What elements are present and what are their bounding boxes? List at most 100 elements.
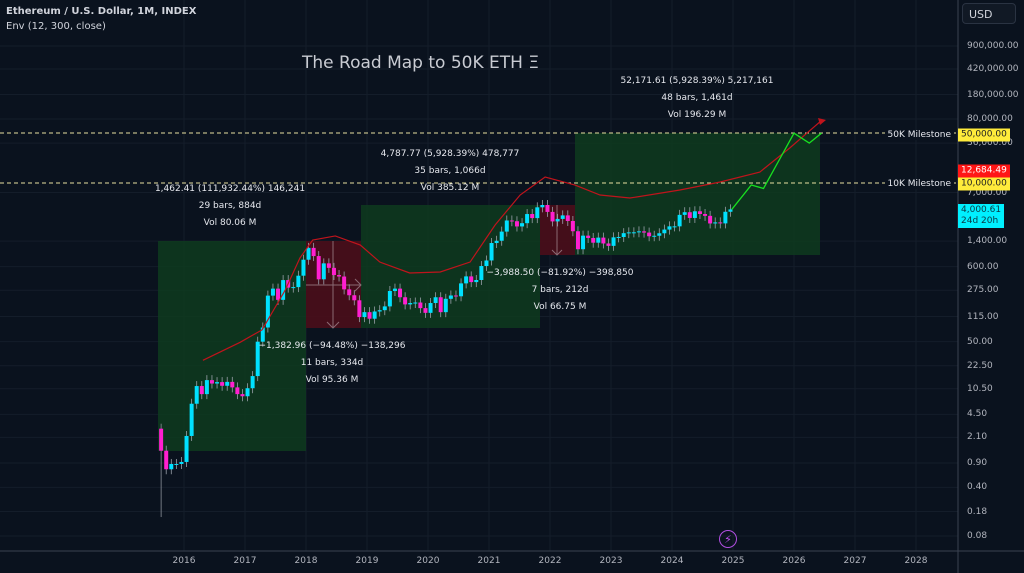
- candle[interactable]: [621, 233, 626, 237]
- candle[interactable]: [514, 221, 519, 227]
- candle[interactable]: [194, 386, 199, 404]
- candle[interactable]: [504, 220, 509, 232]
- candle[interactable]: [443, 298, 448, 313]
- candle[interactable]: [616, 236, 621, 238]
- currency-button[interactable]: USD: [962, 3, 1016, 24]
- candle[interactable]: [418, 302, 423, 309]
- candle[interactable]: [281, 280, 286, 300]
- candle[interactable]: [230, 381, 235, 388]
- candle[interactable]: [545, 205, 550, 212]
- candle[interactable]: [387, 291, 392, 307]
- candle[interactable]: [382, 306, 387, 311]
- candle[interactable]: [306, 247, 311, 260]
- projection-line[interactable]: [731, 132, 822, 210]
- candle[interactable]: [220, 382, 225, 386]
- candle[interactable]: [291, 287, 296, 289]
- candle[interactable]: [586, 235, 591, 238]
- candle[interactable]: [555, 218, 560, 222]
- symbol-title[interactable]: Ethereum / U.S. Dollar, 1M, INDEX: [6, 6, 197, 17]
- candle[interactable]: [296, 275, 301, 288]
- candle[interactable]: [428, 303, 433, 313]
- candle[interactable]: [682, 212, 687, 215]
- candle[interactable]: [357, 300, 362, 318]
- candle[interactable]: [352, 295, 357, 301]
- candle[interactable]: [611, 237, 616, 246]
- candle[interactable]: [413, 302, 418, 304]
- candle[interactable]: [250, 376, 255, 389]
- candle[interactable]: [225, 381, 230, 386]
- candle[interactable]: [377, 310, 382, 312]
- candle[interactable]: [489, 243, 494, 261]
- candle[interactable]: [530, 214, 535, 219]
- candle[interactable]: [667, 226, 672, 230]
- candle[interactable]: [199, 386, 204, 395]
- candle[interactable]: [718, 222, 723, 224]
- candle[interactable]: [708, 215, 713, 224]
- candle[interactable]: [509, 220, 514, 222]
- candle[interactable]: [642, 231, 647, 233]
- candle[interactable]: [337, 275, 342, 277]
- candle[interactable]: [636, 231, 641, 233]
- candle[interactable]: [474, 279, 479, 283]
- candle[interactable]: [565, 215, 570, 221]
- envelope-line[interactable]: [202, 119, 823, 361]
- candle[interactable]: [723, 211, 728, 224]
- candle[interactable]: [672, 226, 677, 228]
- candle[interactable]: [697, 211, 702, 215]
- candle[interactable]: [687, 212, 692, 218]
- candle[interactable]: [591, 237, 596, 243]
- candle[interactable]: [235, 387, 240, 395]
- candle[interactable]: [184, 435, 189, 462]
- candle[interactable]: [403, 297, 408, 305]
- candle[interactable]: [631, 232, 636, 234]
- candle[interactable]: [276, 288, 281, 300]
- candle[interactable]: [311, 247, 316, 257]
- candle[interactable]: [469, 276, 474, 283]
- candle[interactable]: [408, 303, 413, 305]
- candle[interactable]: [326, 263, 331, 268]
- candle[interactable]: [448, 295, 453, 299]
- candle[interactable]: [215, 382, 220, 384]
- candle[interactable]: [174, 463, 179, 465]
- candle[interactable]: [662, 229, 667, 234]
- candle[interactable]: [647, 232, 652, 237]
- candle[interactable]: [570, 220, 575, 232]
- candle[interactable]: [301, 259, 306, 276]
- candle[interactable]: [169, 463, 174, 470]
- candle[interactable]: [499, 231, 504, 241]
- lightning-icon[interactable]: ⚡: [719, 530, 737, 548]
- candle[interactable]: [550, 211, 555, 222]
- candle[interactable]: [240, 394, 245, 397]
- candle[interactable]: [728, 209, 733, 212]
- candle[interactable]: [204, 380, 209, 395]
- candle[interactable]: [398, 288, 403, 298]
- candle[interactable]: [535, 207, 540, 219]
- candle[interactable]: [321, 263, 326, 280]
- candle[interactable]: [581, 235, 586, 250]
- candle[interactable]: [606, 243, 611, 246]
- candle[interactable]: [453, 295, 458, 297]
- candle[interactable]: [260, 327, 265, 342]
- candle[interactable]: [255, 341, 260, 377]
- candle[interactable]: [464, 276, 469, 284]
- measure-box-5[interactable]: [575, 133, 820, 255]
- candle[interactable]: [331, 267, 336, 276]
- candle[interactable]: [362, 312, 367, 318]
- milestone-10k-label[interactable]: 10K Milestone: [884, 179, 954, 189]
- milestone-50k-label[interactable]: 50K Milestone: [884, 130, 954, 140]
- candle[interactable]: [494, 240, 499, 244]
- candle[interactable]: [265, 295, 270, 328]
- candle[interactable]: [525, 214, 530, 224]
- candle[interactable]: [484, 260, 489, 267]
- candle[interactable]: [652, 235, 657, 237]
- candle[interactable]: [342, 276, 347, 290]
- candle[interactable]: [713, 222, 718, 224]
- candle[interactable]: [677, 214, 682, 227]
- candle[interactable]: [479, 266, 484, 280]
- candle[interactable]: [601, 237, 606, 244]
- candle[interactable]: [347, 289, 352, 296]
- candle[interactable]: [703, 214, 708, 216]
- indicator-legend[interactable]: Env (12, 300, close): [6, 21, 106, 32]
- candle[interactable]: [372, 311, 377, 319]
